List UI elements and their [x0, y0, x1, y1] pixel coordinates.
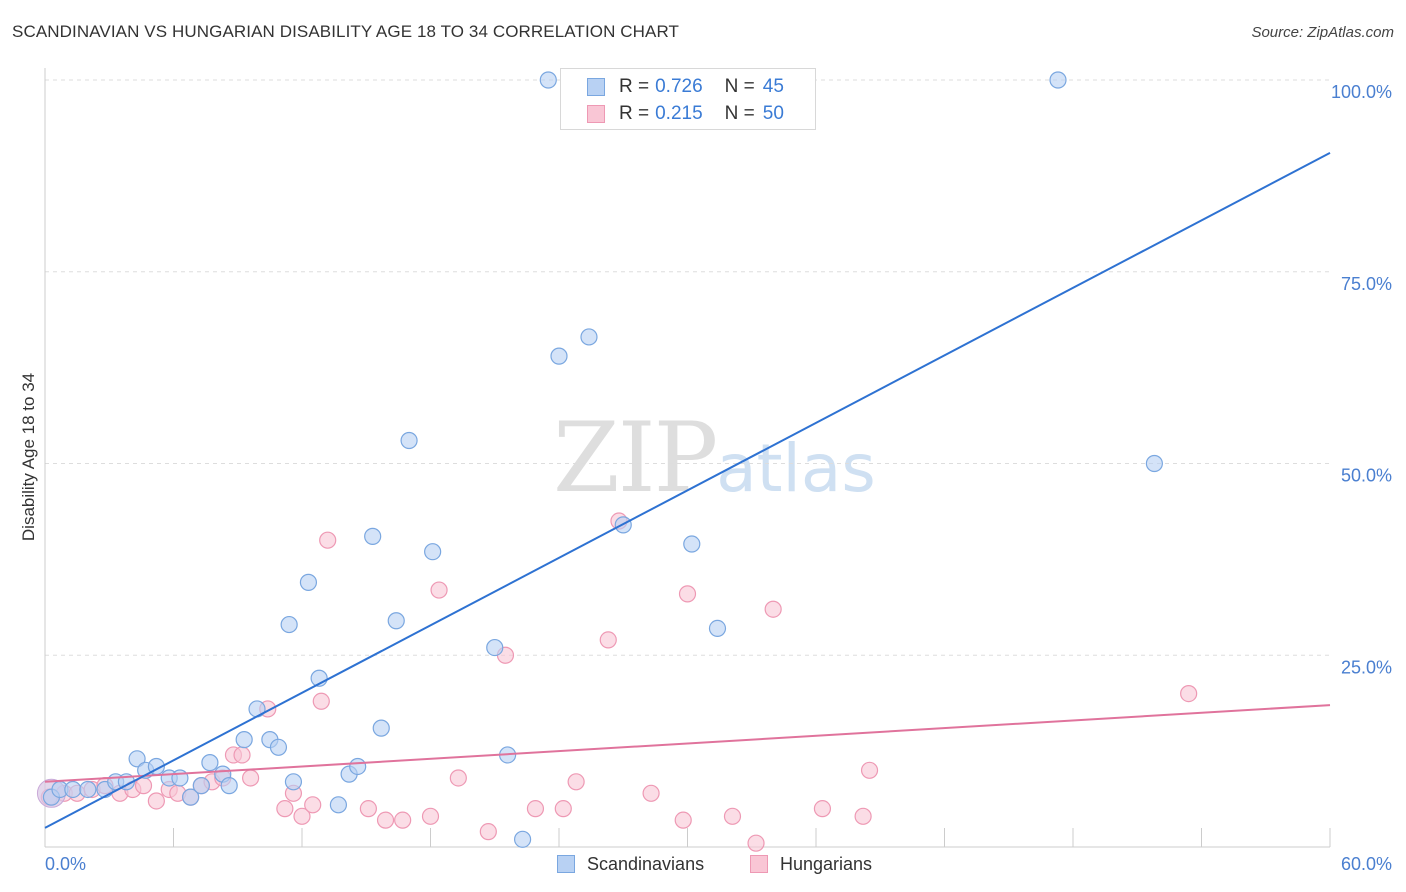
stats-legend: R = 0.726 N = 45 R = 0.215 N = 50 — [560, 68, 816, 130]
scandinavian-point — [299, 573, 318, 591]
watermark-atlas: atlas — [716, 430, 876, 507]
hungarian-point — [304, 796, 322, 814]
scandinavian-point — [580, 328, 598, 346]
hungarian-point — [554, 800, 572, 818]
scandinavian-legend-swatch — [557, 855, 575, 873]
hungarian-point — [147, 792, 165, 810]
hungarian-point — [359, 800, 377, 818]
hungarian-point — [526, 800, 545, 818]
legend-row-hungarians: R = 0.215 N = 50 — [587, 102, 784, 126]
y-tick-label: 100.0% — [1331, 82, 1392, 102]
hungarian-point — [642, 784, 660, 802]
legend-item-scandinavians: Scandinavians — [557, 852, 704, 876]
axes — [44, 68, 1331, 848]
y-tick-label: 25.0% — [1341, 657, 1392, 677]
hungarian-point — [764, 600, 782, 618]
scandinavian-point — [349, 757, 367, 776]
hungarian-point — [293, 807, 311, 825]
legend-item-hungarians: Hungarians — [750, 852, 872, 876]
hungarian-point — [674, 811, 692, 829]
scandinavian-point — [387, 612, 405, 630]
hungarian-point — [319, 531, 337, 549]
n-label: N = — [724, 76, 755, 97]
scandinavian-swatch — [587, 78, 605, 96]
hungarian-point — [860, 761, 879, 779]
hungarian-point — [854, 807, 872, 825]
trend-lines — [44, 151, 1331, 829]
hungarian-point — [242, 769, 260, 787]
y-tick-label: 50.0% — [1341, 466, 1392, 486]
scandinavian-point — [280, 615, 298, 634]
hungarian-points — [36, 512, 1198, 852]
scandinavian-point — [424, 543, 442, 561]
y-axis-title: Disability Age 18 to 34 — [19, 373, 38, 541]
hungarian-point — [421, 807, 440, 825]
r-value: 0.726 — [655, 76, 703, 97]
hungarian-point — [813, 800, 832, 818]
hungarian-point — [678, 585, 697, 603]
scandinavian-point — [1049, 71, 1067, 89]
n-value: 45 — [762, 76, 784, 97]
scandinavian-point — [1145, 454, 1163, 473]
hungarian-point — [599, 631, 617, 649]
scandinavian-point — [128, 750, 146, 768]
hungarian-swatch — [587, 105, 605, 123]
source-label: Source: ZipAtlas.com — [1251, 24, 1394, 41]
scandinavian-point — [201, 754, 219, 772]
scandinavian-point — [486, 638, 504, 657]
hungarian-point — [449, 769, 467, 787]
scandinavian-point — [539, 71, 557, 89]
hungarian-point — [747, 834, 765, 852]
legend-label-hungarians: Hungarians — [780, 853, 873, 874]
scandinavian-point — [79, 780, 97, 799]
scandinavian-points — [42, 71, 1163, 848]
hungarian-legend-swatch — [750, 855, 768, 873]
r-value: 0.215 — [655, 103, 703, 124]
scandinavian-point — [550, 347, 568, 365]
scandinavian-point — [683, 535, 701, 553]
scandinavian-point — [372, 719, 390, 737]
scandinavian-trend-line — [44, 151, 1331, 829]
hungarian-point — [567, 773, 585, 791]
r-label: R = — [619, 76, 650, 97]
scandinavian-point — [220, 777, 238, 795]
scandinavian-point — [192, 777, 210, 795]
hungarian-point — [233, 746, 251, 764]
hungarian-point — [479, 823, 497, 841]
hungarian-point — [394, 811, 412, 829]
n-value: 50 — [762, 103, 784, 124]
chart-title: SCANDINAVIAN VS HUNGARIAN DISABILITY AGE… — [12, 22, 680, 41]
hungarian-point — [276, 800, 294, 818]
legend-label-scandinavians: Scandinavians — [587, 853, 705, 874]
scandinavian-point — [364, 527, 382, 545]
tick-labels: 25.0% 50.0% 75.0% 100.0% 0.0% 60.0% — [45, 82, 1392, 874]
scandinavian-point — [708, 619, 727, 638]
hungarian-point — [312, 692, 330, 710]
x-tick-label: 0.0% — [45, 854, 86, 874]
r-label: R = — [619, 103, 650, 124]
x-tick-label: 60.0% — [1341, 854, 1392, 874]
hungarian-trend-line — [44, 704, 1331, 783]
legend-row-scandinavians: R = 0.726 N = 45 — [587, 75, 784, 99]
scandinavian-point — [182, 788, 200, 806]
hungarian-point — [1180, 684, 1198, 703]
scandinavian-point — [64, 780, 82, 799]
scandinavian-point — [329, 796, 348, 814]
scandinavian-point — [284, 773, 303, 791]
scandinavian-point — [513, 830, 532, 848]
watermark-zip: ZIP — [553, 402, 718, 514]
scandinavian-point — [235, 731, 253, 749]
y-tick-label: 75.0% — [1341, 274, 1392, 294]
scandinavian-point — [171, 769, 189, 787]
gridlines — [45, 79, 1330, 656]
hungarian-point — [430, 581, 448, 599]
n-label: N = — [724, 103, 755, 124]
watermark: ZIPatlas — [553, 402, 876, 514]
scandinavian-point — [400, 431, 418, 450]
hungarian-point — [376, 811, 395, 829]
scandinavian-point — [269, 738, 288, 756]
hungarian-point — [723, 807, 742, 825]
